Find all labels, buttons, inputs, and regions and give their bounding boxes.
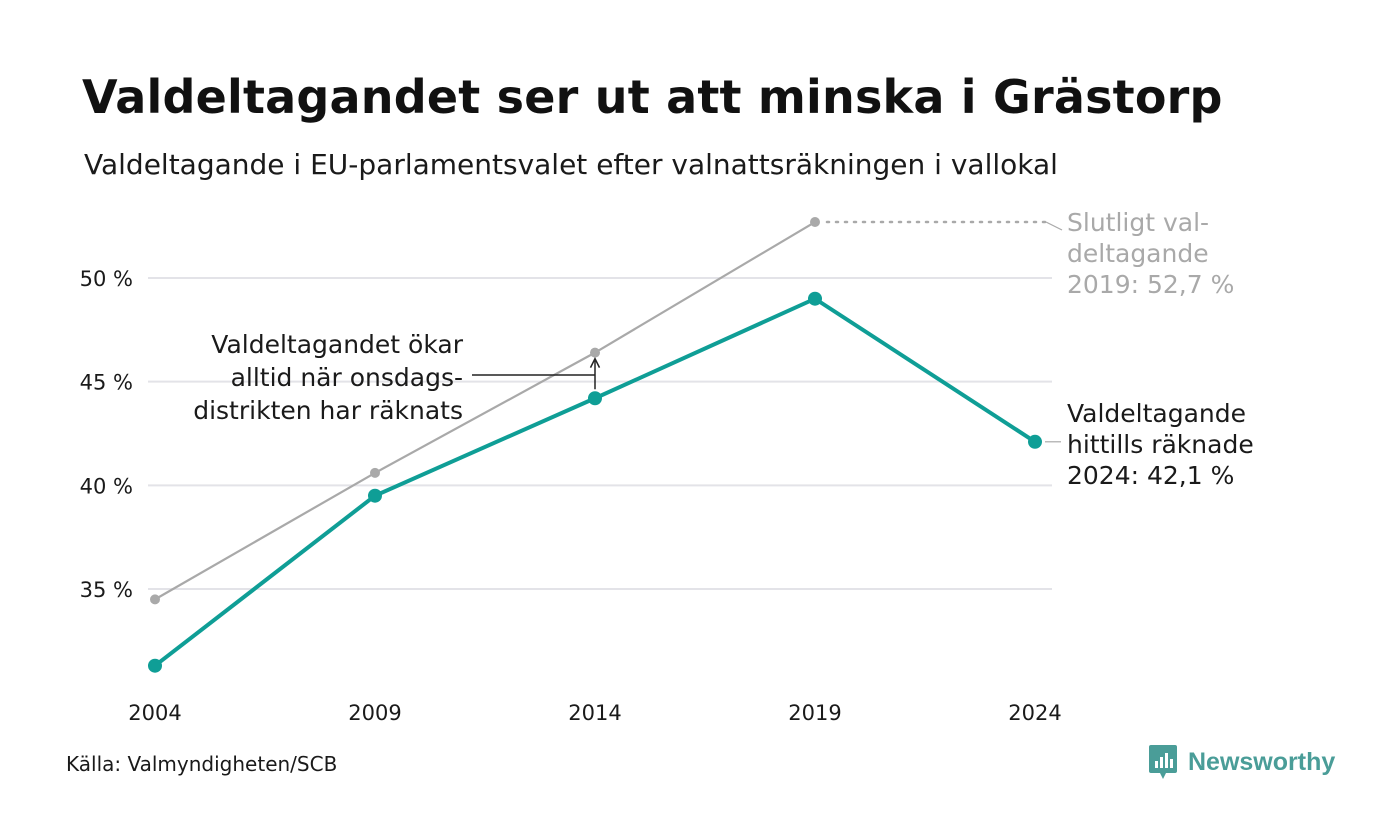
brand-name: Newsworthy xyxy=(1188,747,1336,776)
data-point-election-night xyxy=(368,488,382,503)
brand-logo: Newsworthy xyxy=(1148,744,1335,780)
chart-title: Valdeltagandet ser ut att minska i Gräst… xyxy=(82,70,1223,124)
x-tick-label: 2019 xyxy=(788,701,841,725)
annotation-counted-2024: 2024: 42,1 % xyxy=(1067,461,1234,490)
annotation-final-2019: Slutligt val- xyxy=(1067,208,1209,237)
x-tick-label: 2004 xyxy=(128,701,181,725)
annotation-final-2019: deltagande xyxy=(1067,239,1209,268)
annotation-counted-2024: hittills räknade xyxy=(1067,430,1254,459)
data-point-final xyxy=(810,217,820,228)
annotation-wednesday: distrikten har räknats xyxy=(193,396,463,425)
annotation-counted-2024: Valdeltagande xyxy=(1067,399,1246,428)
source-note: Källa: Valmyndigheten/SCB xyxy=(66,752,338,776)
data-point-final xyxy=(370,467,380,478)
annotation-arrow-head xyxy=(589,356,601,368)
data-point-final xyxy=(590,347,600,358)
y-tick-label: 40 % xyxy=(80,474,133,498)
x-tick-label: 2024 xyxy=(1008,701,1061,725)
data-point-election-night xyxy=(808,291,822,306)
y-tick-label: 35 % xyxy=(80,578,133,602)
x-tick-label: 2009 xyxy=(348,701,401,725)
annotation-wednesday: Valdeltagandet ökar xyxy=(211,330,463,359)
series-line-final xyxy=(154,221,816,601)
final-value-connector xyxy=(1045,221,1063,231)
data-point-election-night xyxy=(1028,434,1042,449)
y-tick-label: 45 % xyxy=(80,371,133,395)
annotation-final-2019: 2019: 52,7 % xyxy=(1067,270,1234,299)
annotation-wednesday: alltid när onsdags- xyxy=(231,363,463,392)
x-tick-label: 2014 xyxy=(568,701,621,725)
data-point-election-night xyxy=(588,391,602,406)
data-point-election-night xyxy=(148,658,162,673)
newsworthy-logo-icon xyxy=(1149,745,1177,779)
data-point-final xyxy=(150,594,160,605)
y-tick-label: 50 % xyxy=(80,267,133,291)
chart-subtitle: Valdeltagande i EU-parlamentsvalet efter… xyxy=(84,148,1058,181)
